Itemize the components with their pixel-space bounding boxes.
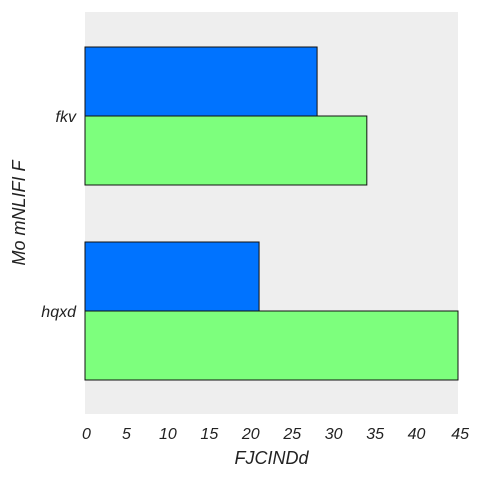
x-tick-label-5: 5 — [122, 426, 131, 443]
bar-fkv-series-2 — [84, 115, 368, 186]
bar-hqxd-series-1 — [84, 241, 260, 312]
category-label-hqxd: hqxd — [41, 304, 77, 321]
x-tick-label-0: 0 — [82, 426, 91, 443]
y-axis-categories: fkv hqxd — [41, 109, 77, 321]
x-tick-label-10: 10 — [159, 426, 177, 443]
x-axis-title: FJCINDd — [234, 448, 309, 468]
x-tick-label-15: 15 — [200, 426, 218, 443]
x-tick-label-25: 25 — [282, 426, 301, 443]
x-axis-ticks: 0 5 10 15 20 25 30 35 40 45 — [82, 426, 469, 443]
x-tick-label-30: 30 — [325, 426, 343, 443]
y-axis-title: Mo mNLIFI F — [9, 160, 29, 266]
x-tick-label-45: 45 — [451, 426, 469, 443]
x-tick-label-20: 20 — [241, 426, 260, 443]
bar-fkv-series-1 — [84, 46, 318, 117]
x-tick-label-35: 35 — [366, 426, 384, 443]
bar-hqxd-series-2 — [84, 310, 459, 381]
category-label-fkv: fkv — [56, 109, 77, 126]
x-tick-label-40: 40 — [408, 426, 426, 443]
bars-group — [84, 46, 459, 381]
